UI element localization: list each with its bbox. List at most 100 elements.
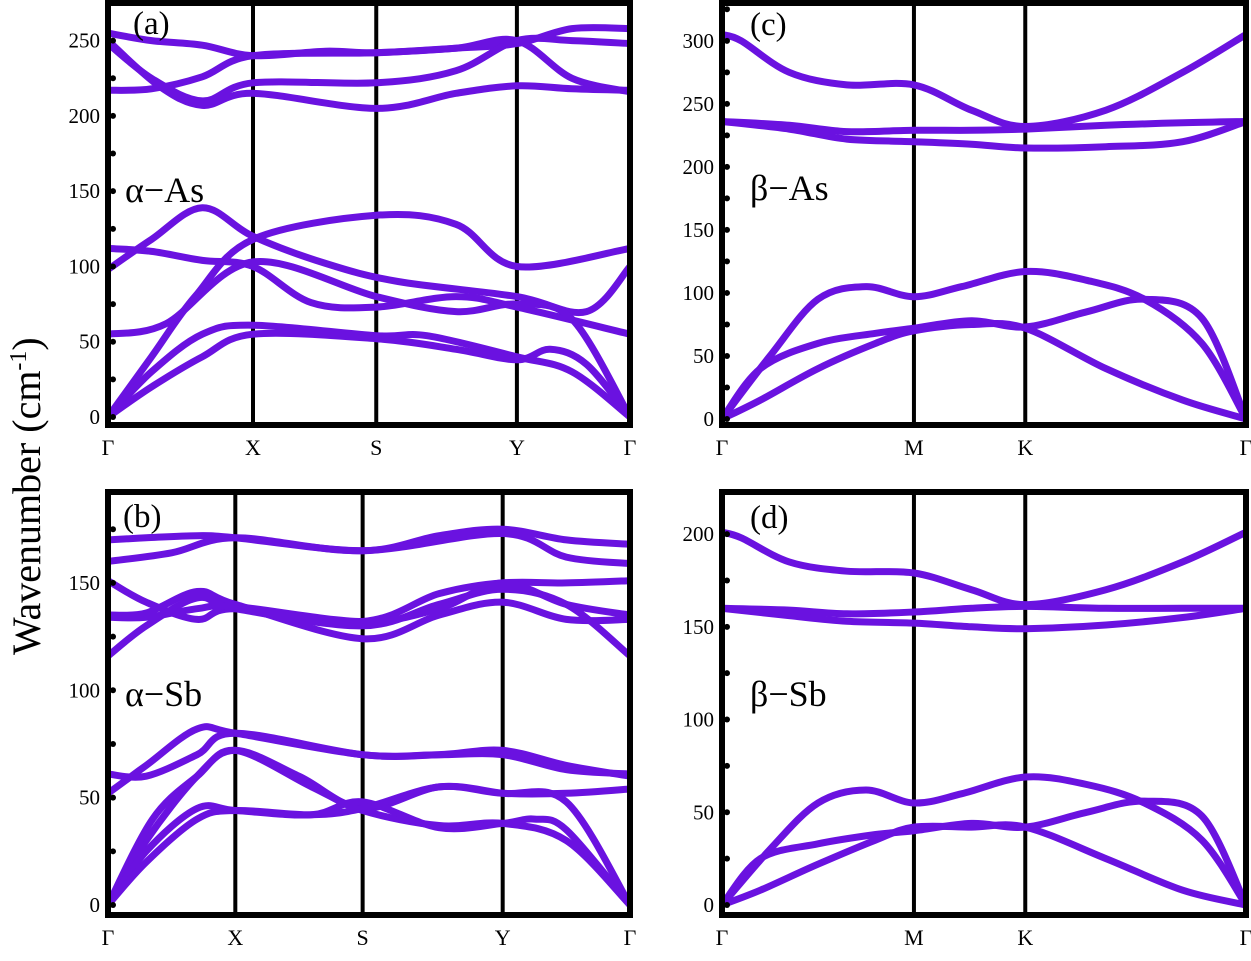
panel-b: 0 50 100 150 Γ X S Y Γ (b) α−Sb — [69, 489, 637, 950]
y-tick-mark — [724, 902, 730, 908]
x-tick-label: Γ — [1240, 435, 1251, 460]
x-tick-label: K — [1017, 435, 1033, 460]
y-tick-mark — [724, 226, 730, 233]
x-tick-label: M — [904, 435, 924, 460]
plot-frame — [719, 489, 1249, 918]
material-label: β−As — [750, 168, 829, 208]
x-tick-label: Γ — [716, 925, 729, 950]
phonon-branch-line — [722, 602, 1246, 618]
y-tick-mark — [110, 301, 116, 308]
y-tick-label: 200 — [69, 104, 101, 128]
x-tick-label: Y — [509, 435, 525, 460]
y-tick-mark — [724, 809, 730, 816]
y-tick-label: 200 — [683, 155, 715, 179]
phonon-branch-line — [108, 37, 630, 112]
y-tick-mark — [110, 526, 116, 533]
y-tick-mark — [724, 289, 730, 296]
phonon-branch-line — [108, 746, 630, 909]
phonon-branch-line — [722, 295, 1246, 423]
x-tick-label: X — [227, 925, 243, 950]
y-tick-mark — [110, 150, 116, 157]
y-tick-mark — [110, 794, 116, 801]
x-tick-label: K — [1017, 925, 1033, 950]
phonon-branch-line — [108, 204, 630, 317]
y-tick-label: 250 — [69, 29, 101, 53]
dispersion-curves — [722, 31, 1246, 423]
phonon-branch-line — [108, 34, 630, 105]
y-tick-label: 0 — [90, 405, 101, 429]
y-tick-mark — [724, 623, 730, 630]
y-tick-mark — [724, 762, 730, 769]
y-tick-mark — [724, 531, 730, 538]
y-tick-label: 100 — [683, 708, 715, 732]
y-tick-label: 300 — [683, 29, 715, 53]
x-tick-label: S — [357, 925, 369, 950]
y-tick-mark — [724, 352, 730, 359]
y-tick-label: 0 — [90, 893, 101, 917]
y-tick-label: 100 — [683, 281, 715, 305]
y-tick-label: 100 — [69, 678, 101, 702]
y-tick-mark — [724, 855, 730, 862]
plot-frame — [105, 0, 633, 428]
y-tick-label: 0 — [704, 407, 715, 431]
x-tick-label: X — [245, 435, 261, 460]
material-label: α−Sb — [125, 674, 202, 714]
material-label: α−As — [125, 170, 204, 210]
y-tick-mark — [110, 633, 116, 640]
y-tick-mark — [110, 687, 116, 694]
y-tick-mark — [724, 132, 730, 139]
phonon-branch-line — [108, 210, 630, 421]
phonon-branch-line — [722, 267, 1246, 423]
y-tick-mark — [724, 416, 730, 422]
y-tick-label: 0 — [704, 893, 715, 917]
phonon-branch-line — [722, 528, 1246, 609]
phonon-branch-line — [108, 729, 630, 781]
panel-label: (c) — [750, 7, 787, 43]
phonon-branch-line — [722, 118, 1246, 136]
figure-y-axis-label: Wavenumber (cm-1) — [2, 200, 52, 760]
y-tick-label: 100 — [69, 254, 101, 278]
panel-d: 0 50 100 150 200 Γ M K Γ (d) β−Sb — [683, 489, 1251, 950]
x-tick-label: Γ — [716, 435, 729, 460]
y-tick-mark — [110, 112, 116, 119]
phonon-branch-line — [108, 798, 630, 909]
phonon-branch-line — [722, 31, 1246, 130]
y-tick-mark — [110, 338, 116, 345]
panel-label: (a) — [133, 6, 170, 42]
panel-a: 0 50 100 150 200 250 Γ X S Y Γ (a) α−As — [69, 0, 637, 460]
y-tick-mark — [110, 188, 116, 195]
x-tick-label: Γ — [102, 925, 115, 950]
x-tick-label: Γ — [102, 435, 115, 460]
dispersion-curves — [108, 24, 630, 421]
x-tick-label: M — [904, 925, 924, 950]
x-tick-label: Γ — [624, 925, 637, 950]
material-label: β−Sb — [750, 674, 827, 714]
y-tick-mark — [724, 163, 730, 170]
y-tick-mark — [110, 902, 116, 908]
y-tick-mark — [110, 848, 116, 855]
y-tick-mark — [724, 321, 730, 328]
phonon-branch-line — [108, 257, 630, 421]
x-tick-label: Y — [495, 925, 511, 950]
y-tick-mark — [724, 577, 730, 584]
y-tick-label: 150 — [683, 615, 715, 639]
y-tick-mark — [724, 100, 730, 107]
y-tick-mark — [724, 6, 730, 13]
y-tick-mark — [724, 195, 730, 202]
dispersion-curves — [722, 528, 1246, 909]
phonon-branch-line — [108, 35, 630, 96]
y-tick-mark — [724, 258, 730, 265]
y-tick-mark — [110, 414, 116, 420]
dispersion-curves — [108, 525, 630, 909]
plot-frame — [719, 0, 1249, 428]
phonon-branch-line — [722, 118, 1246, 152]
y-tick-label: 150 — [69, 571, 101, 595]
y-tick-label: 150 — [69, 179, 101, 203]
y-tick-mark — [724, 670, 730, 677]
y-tick-label: 50 — [79, 330, 100, 354]
y-tick-mark — [110, 37, 116, 44]
y-tick-mark — [110, 740, 116, 747]
y-tick-label: 150 — [683, 218, 715, 242]
y-tick-mark — [110, 0, 116, 6]
y-tick-mark — [110, 579, 116, 586]
